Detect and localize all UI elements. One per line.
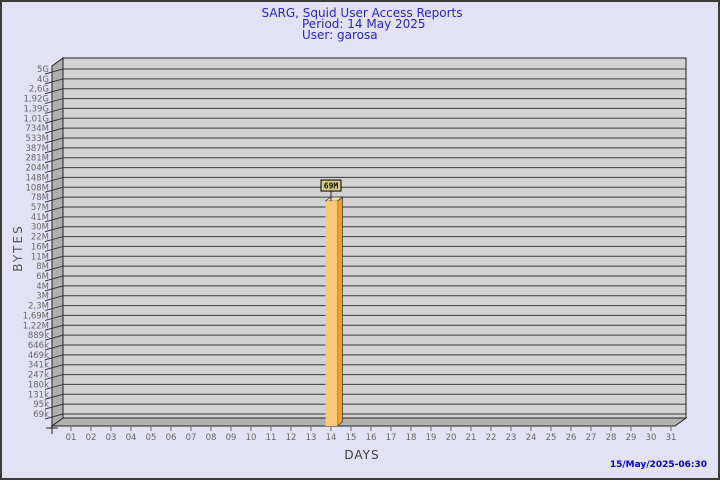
y-tick-label: 1,01G <box>23 114 49 124</box>
x-tick-label: 30 <box>646 433 657 443</box>
y-tick-label: 533M <box>25 134 49 144</box>
y-tick-label: 69k <box>33 410 49 420</box>
y-tick-label: 22M <box>31 233 49 243</box>
y-tick-label: 469k <box>28 351 49 361</box>
x-axis-ticks <box>70 427 672 431</box>
x-tick-label: 25 <box>546 433 557 443</box>
y-axis-tick-labels: 5G4G2,6G1,92G1,39G1,01G734M533M387M281M2… <box>23 65 49 420</box>
floor <box>50 417 688 427</box>
y-tick-label: 204M <box>25 164 49 174</box>
y-tick-label: 4G <box>37 75 49 85</box>
y-tick-label: 3M <box>36 292 49 302</box>
x-tick-label: 28 <box>606 433 617 443</box>
x-tick-label: 16 <box>366 433 377 443</box>
y-tick-label: 2,3M <box>28 302 49 312</box>
y-tick-label: 247k <box>28 371 49 381</box>
y-tick-label: 11M <box>31 252 49 262</box>
x-tick-label: 23 <box>506 433 517 443</box>
x-tick-label: 11 <box>266 433 277 443</box>
y-tick-label: 30M <box>31 223 49 233</box>
x-tick-label: 17 <box>386 433 397 443</box>
y-tick-label: 734M <box>25 124 49 134</box>
gridlines <box>63 68 686 415</box>
x-tick-label: 12 <box>286 433 297 443</box>
y-tick-label: 16M <box>31 242 49 252</box>
y-tick-label: 387M <box>25 144 49 154</box>
x-tick-label: 01 <box>66 433 77 443</box>
generation-timestamp: 15/May/2025-06:30 <box>609 460 707 470</box>
x-tick-label: 20 <box>446 433 457 443</box>
y-tick-label: 148M <box>25 173 49 183</box>
x-tick-label: 31 <box>666 433 677 443</box>
report-period: Period: 14 May 2025 <box>302 17 426 31</box>
y-tick-label: 180k <box>28 380 49 390</box>
y-tick-label: 1,39G <box>23 104 49 114</box>
y-tick-label: 1,69M <box>23 311 49 321</box>
x-tick-label: 04 <box>126 433 137 443</box>
y-tick-label: 108M <box>25 183 49 193</box>
y-tick-label: 57M <box>31 203 49 213</box>
x-tick-label: 09 <box>226 433 237 443</box>
bars: 69M <box>320 179 344 427</box>
y-tick-label: 646k <box>28 341 49 351</box>
x-tick-label: 21 <box>466 433 477 443</box>
y-tick-label: 4M <box>36 282 49 292</box>
left-wall <box>51 57 64 427</box>
x-tick-label: 08 <box>206 433 217 443</box>
origin-cross <box>46 422 675 434</box>
y-tick-label: 8M <box>36 262 49 272</box>
y-tick-label: 341k <box>28 361 49 371</box>
x-tick-label: 10 <box>246 433 257 443</box>
bar-day-14: 69M <box>320 179 344 427</box>
plot-backplane <box>62 57 687 419</box>
x-tick-label: 24 <box>526 433 537 443</box>
y-tick-label: 131k <box>28 390 49 400</box>
y-tick-label: 95k <box>33 400 49 410</box>
x-axis-title: DAYS <box>344 448 380 462</box>
y-tick-label: 41M <box>31 213 49 223</box>
y-axis-title: BYTES <box>11 224 25 272</box>
x-tick-label: 07 <box>186 433 197 443</box>
x-tick-label: 26 <box>566 433 577 443</box>
x-tick-label: 06 <box>166 433 177 443</box>
bar-value-label: 69M <box>324 182 339 191</box>
y-axis-ticks <box>44 68 64 420</box>
y-tick-label: 281M <box>25 154 49 164</box>
x-tick-label: 05 <box>146 433 157 443</box>
y-tick-label: 5G <box>37 65 49 75</box>
x-tick-label: 29 <box>626 433 637 443</box>
x-tick-label: 13 <box>306 433 317 443</box>
report-user: User: garosa <box>302 28 378 42</box>
y-tick-label: 1,92G <box>23 95 49 105</box>
x-tick-label: 15 <box>346 433 357 443</box>
x-tick-label: 18 <box>406 433 417 443</box>
x-tick-label: 19 <box>426 433 437 443</box>
y-tick-label: 6M <box>36 272 49 282</box>
report-title: SARG, Squid User Access Reports <box>261 6 463 20</box>
y-tick-label: 1,22M <box>23 321 49 331</box>
y-tick-label: 78M <box>31 193 49 203</box>
x-tick-label: 03 <box>106 433 117 443</box>
x-tick-label: 22 <box>486 433 497 443</box>
x-tick-label: 27 <box>586 433 597 443</box>
x-tick-label: 02 <box>86 433 97 443</box>
y-tick-label: 2,6G <box>29 85 49 95</box>
y-tick-label: 889k <box>28 331 49 341</box>
x-tick-label: 14 <box>326 433 337 443</box>
x-axis-tick-labels: 01 02 03 04 05 06 07 08 09 10 11 12 13 14 15 16 17 18 19 20… <box>66 433 677 443</box>
bar-value-flag: 69M <box>320 179 342 202</box>
